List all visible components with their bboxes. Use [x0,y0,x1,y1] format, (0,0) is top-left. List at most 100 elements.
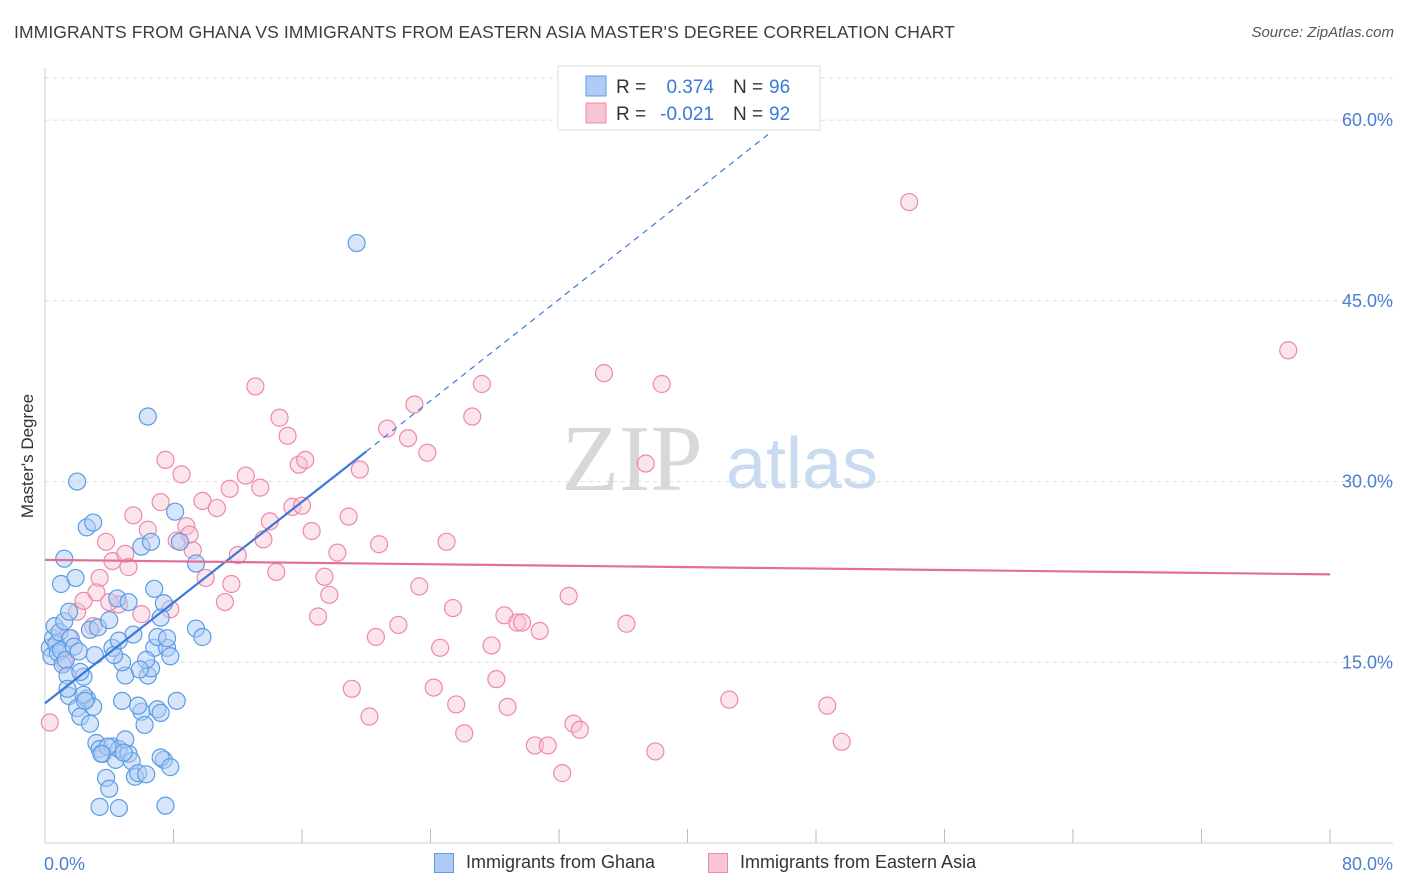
eastern-asia-point [350,460,369,479]
eastern-asia-point [236,466,255,485]
eastern-asia-point [360,707,379,726]
eastern-asia-point [559,586,578,606]
eastern-asia-point [370,535,389,554]
eastern-asia-point [156,450,175,469]
eastern-asia-point [720,690,739,709]
ghana-point [66,568,85,588]
eastern-asia-point [443,598,463,618]
ghana-point [58,679,77,698]
eastern-asia-point [342,679,361,698]
eastern-asia-point [512,613,532,632]
ghana-point [137,765,156,784]
y-axis-label: Master's Degree [18,394,37,518]
y-tick-label: 30.0% [1342,472,1393,492]
eastern-asia-point [636,454,655,473]
eastern-asia-point [96,532,116,551]
y-tick-labels: 15.0% 30.0% 45.0% 60.0% [1342,110,1393,672]
eastern-asia-point [215,592,234,612]
legend-label-eastern-asia: Immigrants from Eastern Asia [740,852,977,872]
eastern-asia-point [447,695,466,714]
ghana-point [69,642,88,661]
eastern-asia-point [193,491,212,510]
ghana-point [141,532,161,551]
eastern-asia-point [366,627,385,647]
eastern-asia-point [389,615,408,635]
eastern-asia-point [308,607,328,626]
watermark-zip: ZIP [562,407,703,511]
eastern-asia-point [267,562,286,582]
eastern-asia-trend-line [44,558,1331,576]
legend-pink-r-value: -0.021 [660,104,714,125]
legend-pink-n-label: N = [733,104,763,125]
eastern-asia-point [90,568,109,588]
ghana-point [100,779,119,798]
eastern-asia-point [646,742,665,761]
legend-label-ghana: Immigrants from Ghana [466,852,656,872]
ghana-point [186,554,206,573]
eastern-asia-point [220,479,239,498]
legend-blue-r-label: R = [616,77,646,98]
eastern-asia-point [538,736,557,755]
ghana-point [114,743,133,762]
axes [44,68,1393,844]
eastern-asia-point [207,498,226,518]
ghana-point [100,611,119,630]
eastern-asia-point [525,736,545,755]
legend-blue-r-value: 0.374 [666,77,714,98]
legend-swatch-eastern-asia [708,852,728,873]
legend-blue-swatch [585,75,607,97]
eastern-asia-point [119,558,138,577]
eastern-asia-point [320,585,339,604]
legend-pink-n-value: 92 [769,104,790,125]
eastern-asia-point [617,614,636,633]
eastern-asia-point [302,521,321,541]
eastern-asia-point [482,636,501,655]
ghana-point [109,631,128,650]
eastern-asia-point [652,374,671,394]
eastern-asia-point [424,678,443,697]
eastern-asia-point [172,465,191,484]
legend-item-eastern-asia: Immigrants from Eastern Asia [708,852,976,873]
eastern-asia-point [292,496,312,515]
eastern-asia-point [228,545,247,565]
legend-swatch-ghana [434,852,454,873]
eastern-asia-point [124,506,143,525]
chart-title: IMMIGRANTS FROM GHANA VS IMMIGRANTS FROM… [14,22,955,42]
ghana-point [80,714,100,733]
eastern-asia-point [530,621,549,641]
eastern-asia-point [594,364,614,383]
ghana-point [161,647,180,666]
eastern-asia-point [818,696,837,715]
ghana-point [109,798,128,818]
legend-pink-swatch [585,102,607,124]
ghana-point [151,608,170,627]
eastern-asia-point [251,478,270,497]
eastern-asia-point [498,697,517,716]
eastern-asia-point [410,577,429,596]
eastern-asia-point [151,492,170,512]
legend-blue-n-value: 96 [769,77,790,98]
eastern-asia-point [296,450,315,469]
ghana-point [170,532,190,551]
ghana-point [129,696,148,715]
ghana-point [90,797,109,816]
watermark: ZIP atlas [562,407,879,511]
ghana-point [85,645,104,665]
ghana-trend-extension [365,134,769,452]
eastern-asia-point [132,605,151,624]
eastern-asia-point [222,574,241,594]
eastern-asia-point [40,713,59,732]
eastern-asia-point [87,583,106,602]
eastern-asia-point [254,530,273,549]
eastern-asia-point [455,724,474,743]
ghana-point [138,407,157,426]
ghana-point [156,796,175,815]
ghana-point [167,691,186,710]
ghana-point [112,691,132,710]
eastern-asia-point [900,192,919,212]
y-tick-label: 15.0% [1342,652,1393,672]
watermark-atlas: atlas [726,424,878,504]
ghana-point [119,592,138,612]
eastern-asia-point [431,638,450,657]
legend-top: R = 0.374 N = 96 R = -0.021 N = 92 [557,65,821,131]
